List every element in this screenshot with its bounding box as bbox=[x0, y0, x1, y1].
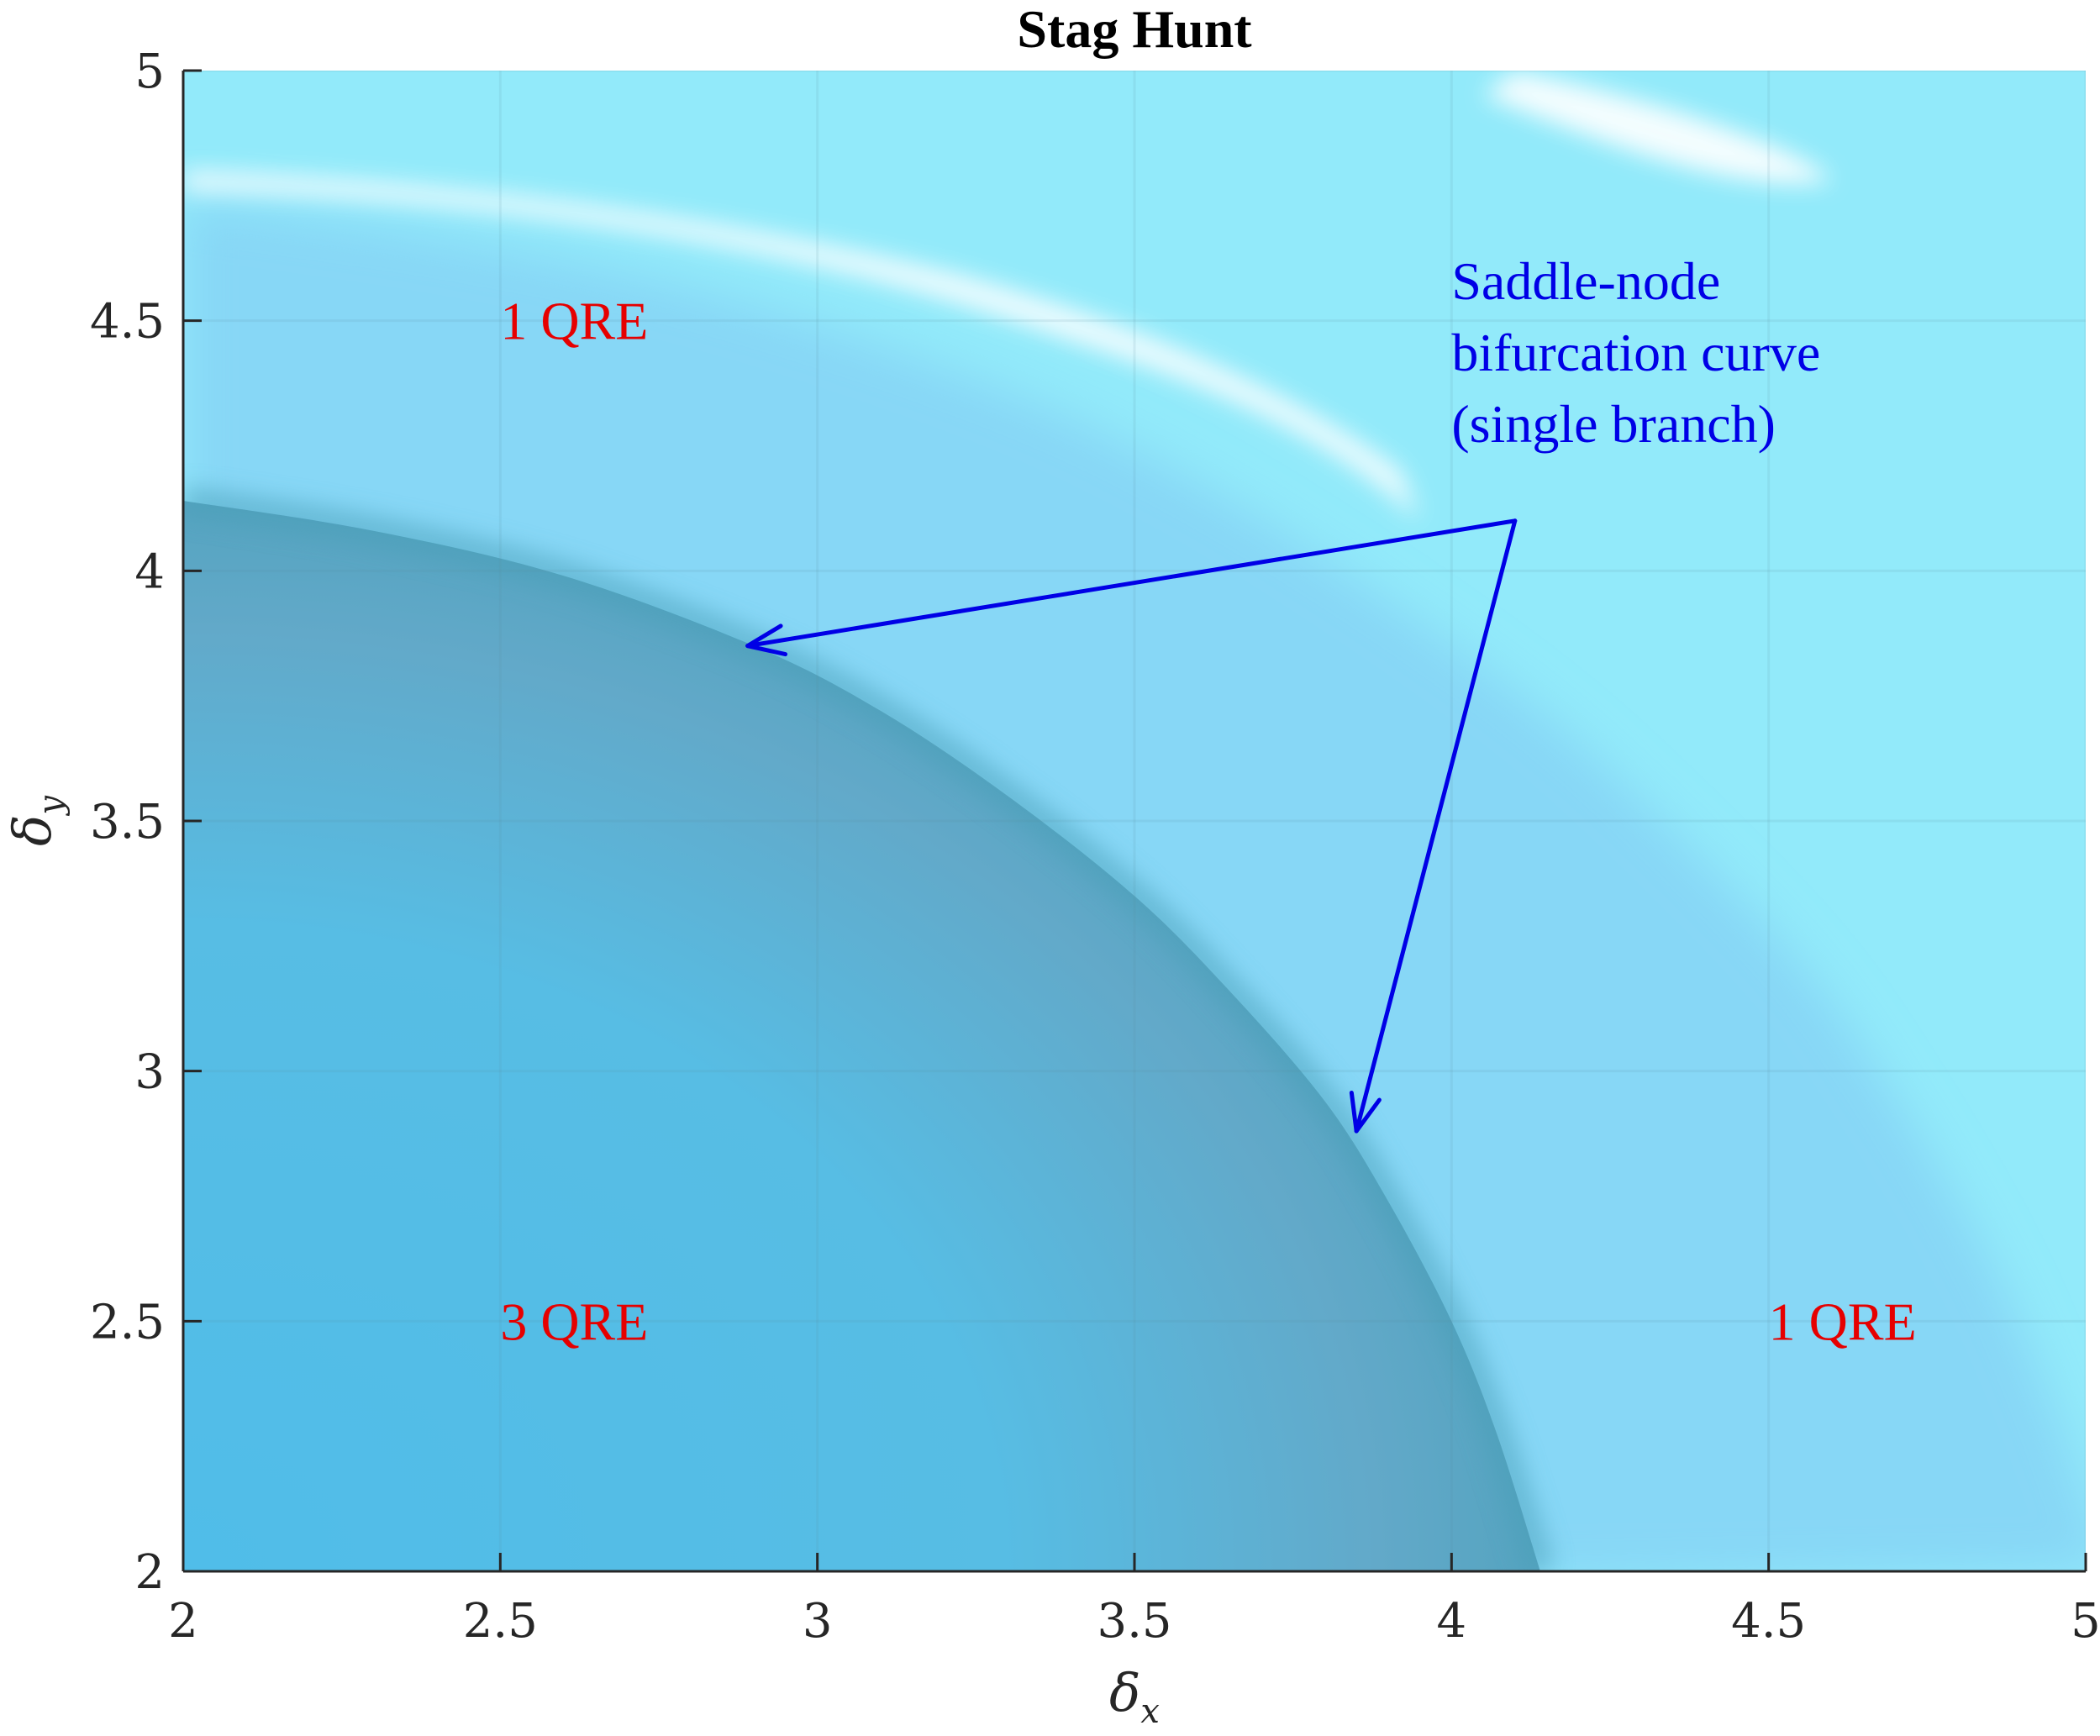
x-axis-label-subscript: x bbox=[1140, 1692, 1160, 1731]
bifurcation-band bbox=[183, 487, 1555, 1571]
x-tick-label: 2.5 bbox=[463, 1594, 538, 1649]
annotation-text-line: (single branch) bbox=[1451, 394, 1776, 454]
x-axis-label-symbol: δ bbox=[1109, 1662, 1140, 1723]
axes bbox=[182, 69, 2087, 1573]
region-label: 1 QRE bbox=[1769, 1291, 1917, 1351]
highlight-glow bbox=[1483, 71, 1833, 184]
y-axis-label: δy bbox=[2, 795, 71, 846]
y-tick-label: 4.5 bbox=[90, 295, 165, 350]
annotation: Saddle-node bifurcation curve (single bran… bbox=[745, 251, 1820, 1134]
y-axis-label-subscript: y bbox=[32, 795, 71, 817]
annotation-arrow bbox=[1354, 518, 1518, 1134]
x-tick-label: 4.5 bbox=[1731, 1594, 1806, 1649]
y-tick-label: 5 bbox=[134, 45, 165, 99]
region-label: 1 QRE bbox=[500, 292, 648, 351]
x-tick-label: 3.5 bbox=[1097, 1594, 1171, 1649]
highlight-streak bbox=[183, 171, 1420, 521]
annotation-arrowhead bbox=[1349, 1090, 1382, 1134]
three-qre-region bbox=[183, 500, 1540, 1571]
y-tick-label: 3.5 bbox=[90, 795, 165, 850]
region-label: 3 QRE bbox=[500, 1291, 648, 1351]
y-axis-label-symbol: δ bbox=[2, 815, 63, 846]
region-labels: 1 QRE 3 QRE 1 QRE bbox=[500, 292, 1916, 1352]
y-tick-label: 4 bbox=[134, 544, 165, 599]
annotation-arrowhead bbox=[745, 623, 788, 657]
x-tick-label: 4 bbox=[1437, 1594, 1467, 1649]
annotation-text-line: bifurcation curve bbox=[1451, 323, 1820, 382]
annotation-text-line: Saddle-node bbox=[1451, 251, 1720, 311]
plot-area bbox=[183, 71, 2086, 1571]
annotation-arrow bbox=[745, 518, 1518, 649]
y-tick-label: 3 bbox=[134, 1045, 165, 1100]
x-axis-label: δx bbox=[1109, 1662, 1160, 1731]
y-tick-label: 2.5 bbox=[90, 1295, 165, 1349]
chart-title: Stag Hunt bbox=[1017, 0, 1252, 59]
tick-labels: 2 2.5 3 3.5 4 4.5 5 2 2.5 3 3.5 4 4.5 5 bbox=[90, 45, 2100, 1649]
grid-lines bbox=[183, 71, 2086, 1571]
x-tick-label: 5 bbox=[2071, 1594, 2100, 1649]
x-tick-label: 3 bbox=[803, 1594, 833, 1649]
x-tick-label: 2 bbox=[168, 1594, 198, 1649]
y-tick-label: 2 bbox=[134, 1545, 165, 1600]
